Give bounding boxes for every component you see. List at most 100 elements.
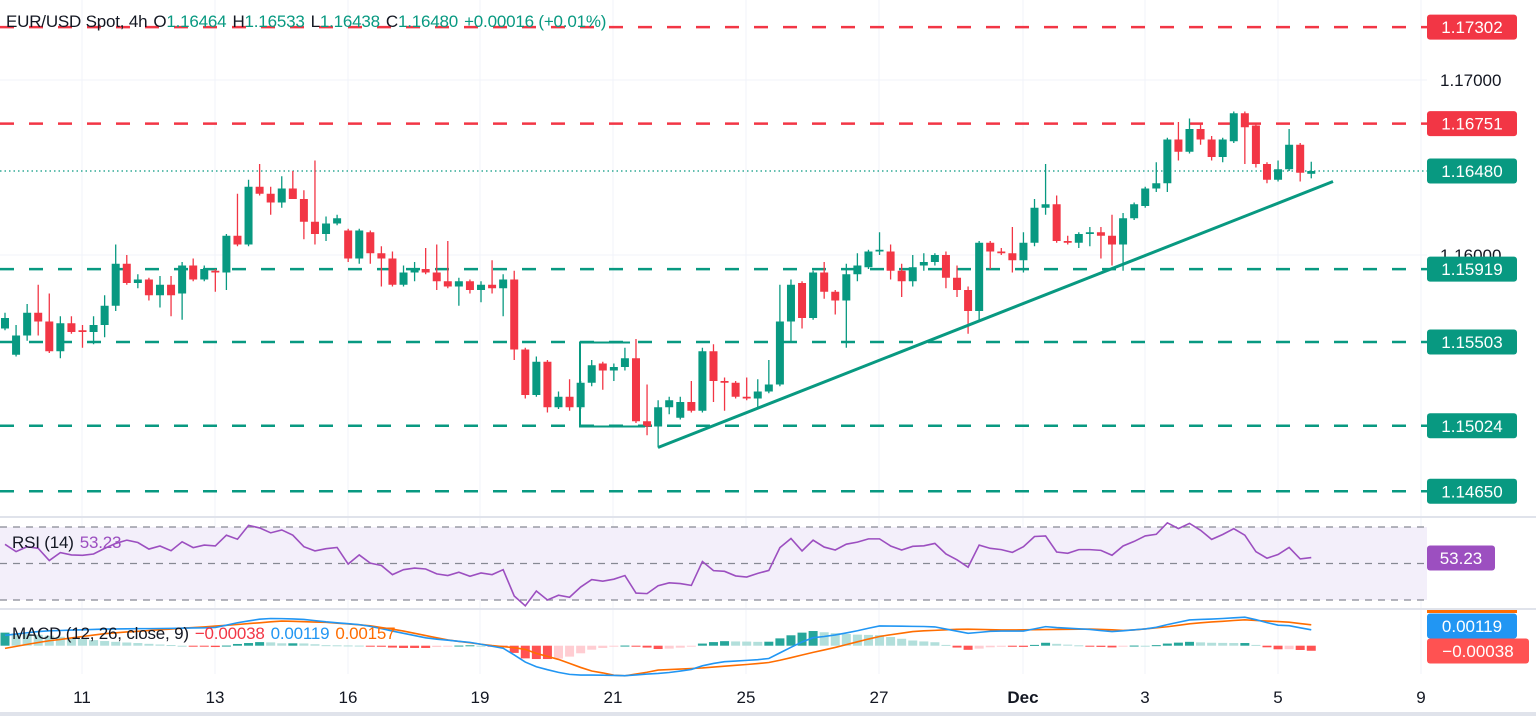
candle: [631, 339, 640, 423]
resistance-price-badge: 1.17302: [1427, 14, 1517, 40]
macd-histogram-bar: [221, 645, 231, 647]
candle: [443, 241, 452, 289]
high-label: H: [232, 12, 245, 31]
candle: [1218, 137, 1227, 163]
x-tick-label: 19: [471, 688, 490, 707]
candle: [310, 160, 319, 245]
candle-body: [355, 230, 364, 259]
macd-histogram-bar: [210, 645, 220, 648]
macd-histogram-bar: [376, 645, 386, 647]
candle: [355, 228, 364, 264]
candle-body: [89, 325, 98, 332]
support-price-badge: 1.15919: [1427, 256, 1517, 282]
candle-body: [953, 277, 962, 290]
candle-body: [654, 407, 663, 427]
candle-body: [609, 367, 618, 371]
macd-histogram-bar: [166, 645, 176, 647]
macd-histogram-bar: [476, 645, 486, 647]
candle: [643, 384, 652, 436]
macd-histogram-bar: [22, 634, 32, 646]
candle-body: [1285, 144, 1294, 170]
candle-body: [23, 312, 32, 336]
candle: [742, 377, 751, 401]
candle: [1262, 162, 1271, 184]
macd-value-badge: 0.00119: [1427, 613, 1517, 639]
candle: [189, 258, 198, 282]
macd-histogram-bar: [875, 635, 885, 646]
macd-histogram-bar: [432, 645, 442, 648]
macd-histogram-bar: [886, 637, 896, 646]
candle-body: [1130, 204, 1139, 219]
candle: [1174, 122, 1183, 161]
macd-histogram-bar: [1251, 644, 1261, 646]
candle: [255, 164, 264, 196]
candle-body: [122, 263, 131, 283]
candle-body: [731, 382, 740, 397]
candle: [377, 246, 386, 287]
change-value: +0.00016 (+0.01%): [464, 12, 607, 31]
symbol-title[interactable]: EUR/USD Spot, 4h: [6, 12, 148, 31]
macd-histogram-bar: [1007, 645, 1017, 647]
macd-histogram-bar: [1306, 645, 1316, 651]
rsi-line: [4, 521, 1312, 608]
candle-body: [1296, 144, 1305, 173]
candle-body: [1307, 171, 1316, 174]
support-price-badge-bg: [1427, 329, 1517, 355]
candle: [211, 269, 220, 292]
candle: [543, 360, 552, 413]
macd-histogram-bar: [144, 643, 154, 646]
macd-histogram-bar: [520, 645, 530, 659]
macd-panel: [0, 616, 1316, 677]
macd-histogram-bar: [908, 640, 918, 646]
resistance-price-badge: 1.16751: [1427, 111, 1517, 137]
last-price-badge-bg: [1427, 158, 1517, 184]
candle: [598, 361, 607, 390]
candle-body: [211, 270, 220, 273]
candle: [1096, 227, 1105, 259]
candle: [565, 379, 574, 411]
x-tick-label: 25: [737, 688, 756, 707]
candle: [322, 216, 331, 241]
candle-body: [964, 290, 973, 311]
candle-body: [897, 270, 906, 282]
candle: [831, 290, 840, 315]
candle-body: [333, 218, 342, 224]
candle-body: [454, 281, 463, 287]
candle: [620, 347, 629, 371]
candle-body: [919, 262, 928, 266]
candle: [333, 214, 342, 226]
macd-label[interactable]: MACD (12, 26, close, 9): [12, 624, 189, 643]
macd-histogram-bar: [343, 645, 353, 647]
candle-body: [266, 193, 275, 203]
candle: [1251, 123, 1260, 168]
macd-histogram-bar: [1173, 642, 1183, 646]
rsi-value-badge-label: 53.23: [1440, 549, 1483, 568]
candle: [919, 253, 928, 271]
candle-body: [1052, 204, 1061, 241]
macd-histogram-bar: [1284, 645, 1294, 650]
macd-histogram-bar: [587, 645, 597, 650]
macd-histogram-bar: [299, 643, 309, 646]
macd-histogram-bar: [1129, 645, 1139, 647]
macd-histogram-bar: [919, 641, 929, 646]
macd-histogram-bar: [720, 641, 730, 646]
candle-body: [1008, 253, 1017, 261]
candle: [1130, 202, 1139, 220]
macd-histogram-bar: [1118, 645, 1128, 647]
macd-histogram-bar: [1162, 643, 1172, 646]
macd-histogram-bar: [33, 634, 43, 646]
candle-body: [798, 283, 807, 318]
candle-body: [1196, 129, 1205, 140]
candle-body: [1207, 139, 1216, 157]
rsi-label[interactable]: RSI (14): [12, 533, 74, 552]
candle-body: [399, 272, 408, 285]
candle: [1207, 136, 1216, 161]
macd-histogram-bar: [1030, 644, 1040, 646]
candle: [786, 279, 795, 343]
macd-histogram-bar: [387, 645, 397, 648]
candle: [133, 274, 142, 289]
resistance-price-badge-label: 1.16751: [1441, 115, 1502, 134]
macd-histogram-bar: [421, 645, 431, 648]
